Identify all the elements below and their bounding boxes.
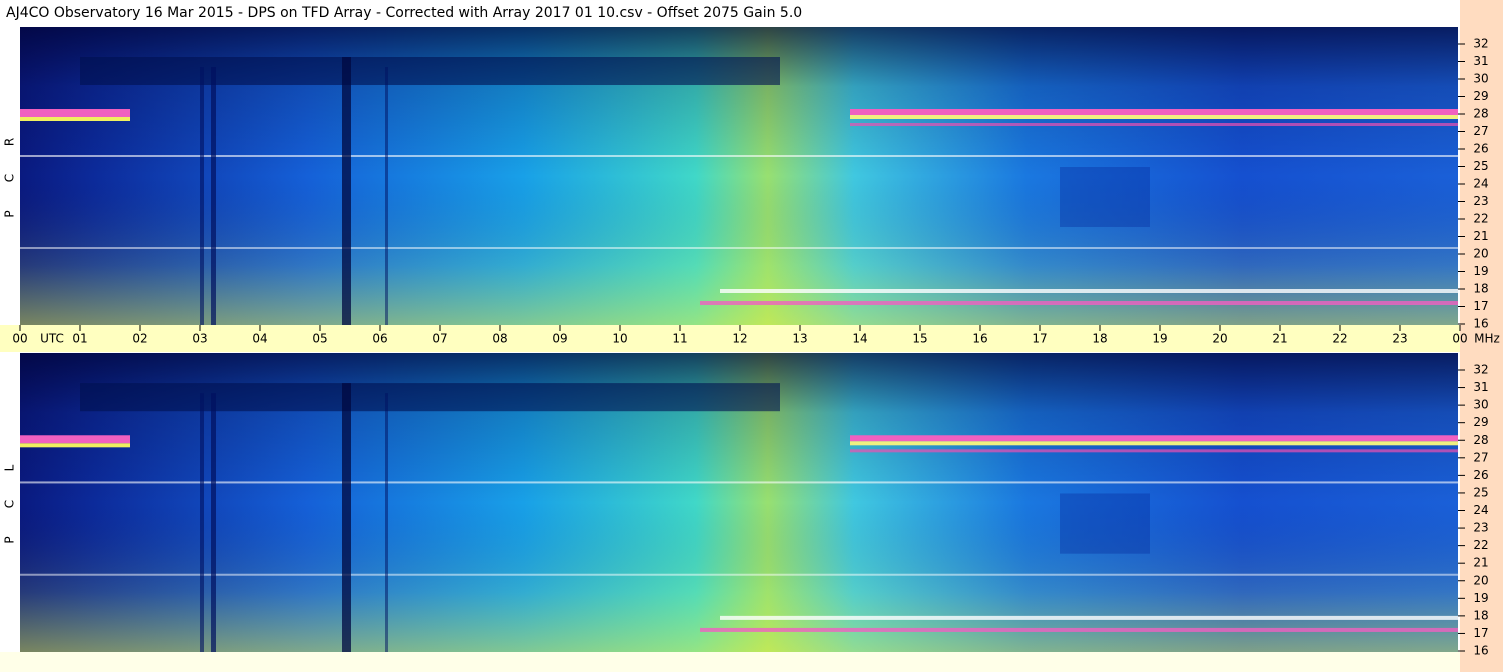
y-label: 24 (1473, 503, 1488, 517)
panel-letter: L (3, 464, 17, 471)
y-label: 28 (1473, 433, 1488, 447)
y-label: 30 (1473, 72, 1488, 86)
x-label: 19 (1152, 332, 1167, 346)
x-label: 06 (372, 332, 387, 346)
y-label: 26 (1473, 142, 1488, 156)
x-label: 01 (72, 332, 87, 346)
x-label: 02 (132, 332, 147, 346)
panel-letter: C (3, 174, 17, 182)
y-label: 17 (1473, 299, 1488, 313)
x-label: 23 (1392, 332, 1407, 346)
y-label: 23 (1473, 521, 1488, 535)
x-label: 04 (252, 332, 267, 346)
y-label: 29 (1473, 415, 1488, 429)
panel-letter: P (3, 536, 17, 543)
x-label: 20 (1212, 332, 1227, 346)
panel-letter: R (3, 138, 17, 146)
y-label: 20 (1473, 247, 1488, 261)
y-label: 21 (1473, 556, 1488, 570)
y-label: 22 (1473, 538, 1488, 552)
y-label: 16 (1473, 644, 1488, 658)
y-label: 32 (1473, 363, 1488, 377)
x-label: 05 (312, 332, 327, 346)
y-label: 18 (1473, 282, 1488, 296)
x-label: 03 (192, 332, 207, 346)
x-label: 00 (1452, 332, 1467, 346)
x-label: 17 (1032, 332, 1047, 346)
y-label: 31 (1473, 54, 1488, 68)
y-label: 18 (1473, 608, 1488, 622)
y-label: 29 (1473, 89, 1488, 103)
rcp-spectrogram (20, 27, 1458, 325)
y-label: 25 (1473, 159, 1488, 173)
x-label: 14 (852, 332, 867, 346)
title: AJ4CO Observatory 16 Mar 2015 - DPS on T… (6, 5, 802, 21)
y-label: 27 (1473, 124, 1488, 138)
x-label: 16 (972, 332, 987, 346)
y-label: 26 (1473, 468, 1488, 482)
y-label: 19 (1473, 264, 1488, 278)
x-label: 18 (1092, 332, 1107, 346)
x-label: 07 (432, 332, 447, 346)
y-label: 17 (1473, 626, 1488, 640)
x-label: 15 (912, 332, 927, 346)
x-label: 21 (1272, 332, 1287, 346)
y-label: 19 (1473, 591, 1488, 605)
x-unit: MHz (1474, 332, 1500, 346)
x-label: 13 (792, 332, 807, 346)
x-label: 22 (1332, 332, 1347, 346)
panel-letter: C (3, 500, 17, 508)
y-label: 24 (1473, 177, 1488, 191)
y-label-strip (1460, 0, 1503, 672)
y-label: 23 (1473, 194, 1488, 208)
y-label: 28 (1473, 107, 1488, 121)
x-label: 00 (12, 332, 27, 346)
y-label: 32 (1473, 37, 1488, 51)
lcp-spectrogram (20, 353, 1458, 652)
y-label: 20 (1473, 573, 1488, 587)
y-label: 30 (1473, 398, 1488, 412)
y-label: 25 (1473, 485, 1488, 499)
x-label: 08 (492, 332, 507, 346)
x-label: 11 (672, 332, 687, 346)
y-label: 16 (1473, 317, 1488, 331)
y-label: 27 (1473, 450, 1488, 464)
x-timezone: UTC (40, 332, 64, 346)
x-label: 09 (552, 332, 567, 346)
x-label: 12 (732, 332, 747, 346)
bottom-strip (0, 652, 1460, 672)
panel-letter: P (3, 210, 17, 217)
y-label: 22 (1473, 212, 1488, 226)
y-label: 31 (1473, 380, 1488, 394)
time-strip (0, 325, 1460, 352)
x-label: 10 (612, 332, 627, 346)
y-label: 21 (1473, 229, 1488, 243)
